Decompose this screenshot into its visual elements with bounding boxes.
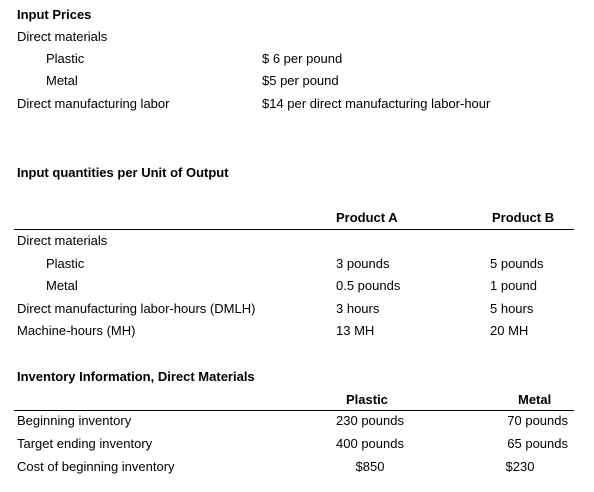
quantity-row-b: 20 MH [490, 323, 529, 338]
quantity-row-b: 5 pounds [490, 256, 544, 271]
inventory-row-metal: $230 [505, 459, 535, 474]
inventory-row-label: Target ending inventory [17, 436, 153, 451]
quantities-direct-materials-label: Direct materials [17, 233, 108, 248]
direct-materials-label: Direct materials [17, 29, 108, 44]
quantity-row-label: Plastic [46, 256, 85, 271]
product-b-header: Product B [492, 210, 555, 225]
quantity-row-a: 0.5 pounds [336, 278, 401, 293]
input-prices-heading: Input Prices [17, 7, 92, 22]
inventory-row-metal: 65 pounds [507, 436, 568, 451]
metal-column-header: Metal [518, 392, 552, 407]
quantity-row-a: 3 pounds [336, 256, 390, 271]
input-quantities-heading: Input quantities per Unit of Output [17, 165, 229, 180]
inventory-row-plastic: 230 pounds [336, 413, 404, 428]
inventory-row-label: Cost of beginning inventory [17, 459, 175, 474]
labor-label: Direct manufacturing labor [17, 96, 170, 111]
quantity-row-b: 5 hours [490, 301, 534, 316]
quantity-row-b: 1 pound [490, 278, 537, 293]
quantity-row-a: 3 hours [336, 301, 380, 316]
product-a-header: Product A [336, 210, 398, 225]
inventory-row-metal: 70 pounds [507, 413, 568, 428]
quantity-row-label: Metal [46, 278, 78, 293]
inventory-heading: Inventory Information, Direct Materials [17, 369, 255, 384]
inventory-row-label: Beginning inventory [17, 413, 132, 428]
plastic-price: $ 6 per pound [262, 51, 343, 66]
metal-label: Metal [46, 73, 78, 88]
quantities-header-rule [14, 229, 574, 230]
inventory-row-plastic: 400 pounds [336, 436, 404, 451]
inventory-header-rule [14, 410, 574, 411]
labor-price: $14 per direct manufacturing labor-hour [262, 96, 491, 111]
plastic-label: Plastic [46, 51, 85, 66]
plastic-column-header: Plastic [346, 392, 388, 407]
quantity-row-label: Machine-hours (MH) [17, 323, 136, 338]
quantity-row-a: 13 MH [336, 323, 375, 338]
quantity-row-label: Direct manufacturing labor-hours (DMLH) [17, 301, 256, 316]
inventory-row-plastic: $850 [355, 459, 385, 474]
metal-price: $5 per pound [262, 73, 339, 88]
